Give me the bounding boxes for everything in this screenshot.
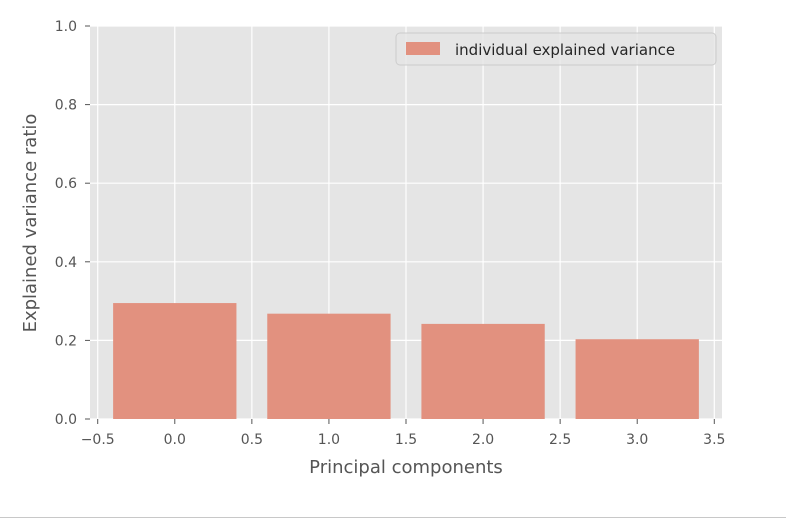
- y-axis-ticks: 0.0 0.2 0.4 0.6 0.8 1.0: [55, 19, 90, 428]
- bar-pc-3: [575, 339, 699, 419]
- x-axis-ticks: −0.5 0.0 0.5 1.0 1.5 2.0 2.5 3.0 3.5: [81, 419, 725, 448]
- x-tick-label: 2.0: [472, 432, 494, 448]
- bottom-divider: [0, 517, 786, 518]
- legend-box: [395, 32, 717, 66]
- y-tick-label: 0.2: [55, 333, 77, 349]
- bar-pc-1: [267, 313, 391, 419]
- x-tick-label: 2.5: [549, 432, 571, 448]
- x-tick-label: −0.5: [81, 432, 115, 448]
- x-tick-label: 0.0: [164, 432, 186, 448]
- x-tick-label: 0.5: [241, 432, 263, 448]
- y-tick-label: 1.0: [55, 19, 77, 35]
- x-axis-label: Principal components: [309, 457, 503, 478]
- x-tick-label: 3.5: [703, 432, 725, 448]
- bar-pc-2: [421, 323, 545, 419]
- bars: [113, 303, 699, 419]
- y-axis-label: Explained variance ratio: [20, 114, 41, 333]
- legend-entry-label: individual explained variance: [455, 41, 675, 59]
- y-tick-label: 0.0: [55, 412, 77, 428]
- x-tick-label: 1.0: [318, 432, 340, 448]
- y-tick-label: 0.4: [55, 255, 77, 271]
- x-tick-label: 1.5: [395, 432, 417, 448]
- y-tick-label: 0.8: [55, 98, 77, 114]
- legend-swatch: [406, 42, 440, 55]
- legend: individual explained variance: [395, 32, 717, 66]
- x-tick-label: 3.0: [626, 432, 648, 448]
- bar-pc-0: [113, 303, 237, 419]
- y-tick-label: 0.6: [55, 176, 77, 192]
